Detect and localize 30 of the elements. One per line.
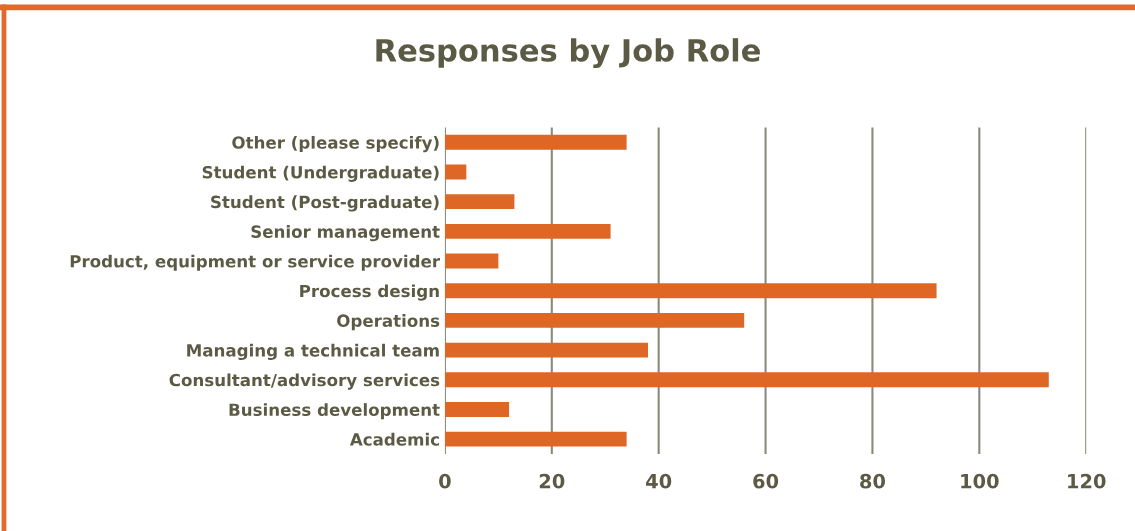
y-tick-label: Academic — [349, 432, 439, 446]
x-tick-label: 60 — [753, 473, 779, 489]
y-tick-label: Consultant/advisory services — [169, 373, 440, 390]
bar — [444, 342, 648, 358]
y-tick-label: Operations — [337, 314, 440, 331]
y-tick-label: Senior management — [251, 225, 440, 242]
x-tick-label: 0 — [439, 473, 451, 489]
bar — [444, 372, 1049, 388]
x-tick-label: 40 — [646, 473, 672, 489]
y-tick-label: Managing a technical team — [187, 343, 439, 361]
x-tick-label: 100 — [961, 473, 999, 489]
x-tick-label: 80 — [860, 473, 886, 489]
y-tick-label: Process design — [300, 284, 439, 301]
bar — [444, 253, 499, 269]
x-tick-label: 20 — [539, 473, 565, 489]
bar — [444, 431, 627, 447]
chart-title: Responses by Job Role — [376, 38, 760, 69]
bar — [444, 223, 611, 239]
y-tick-label: Student (Undergraduate) — [202, 165, 439, 182]
bar — [444, 402, 510, 417]
y-tick-label: Business development — [229, 403, 440, 420]
x-tick-label: 120 — [1068, 473, 1106, 489]
bar — [444, 134, 627, 150]
bar — [444, 283, 937, 299]
y-tick-label: Student (Post-graduate) — [211, 195, 439, 212]
bar — [444, 194, 515, 210]
bar — [444, 312, 745, 328]
y-tick-label: Other (please specify) — [232, 135, 439, 153]
bar — [444, 164, 467, 180]
y-tick-label: Product, equipment or service provider — [70, 254, 441, 271]
